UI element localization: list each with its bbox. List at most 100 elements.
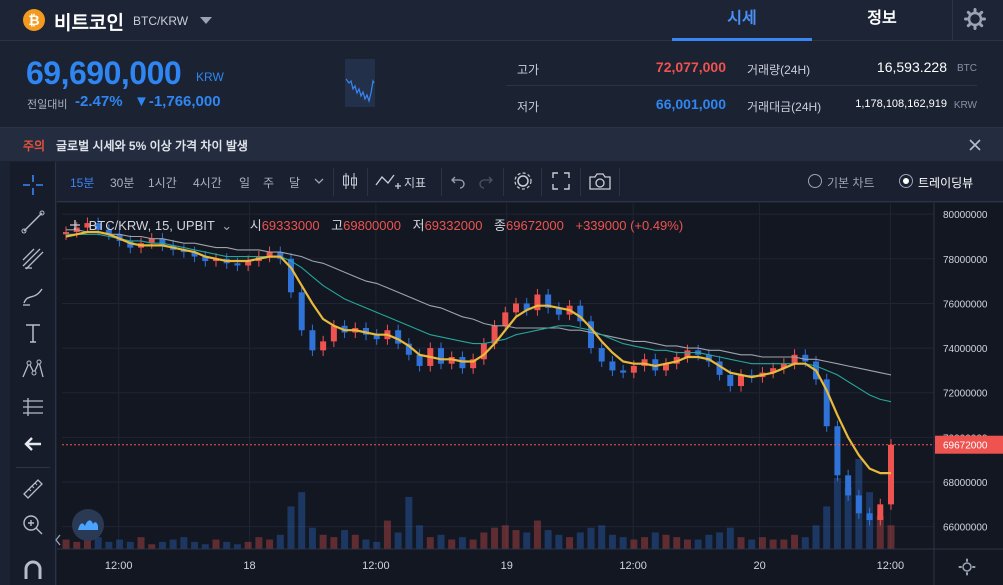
candle-body [877,504,884,520]
volume-bar [116,539,124,549]
text-tool-icon[interactable] [20,320,46,346]
legend-low: 69332000 [424,218,483,233]
candlestick-icon[interactable] [341,171,359,191]
magnet-icon[interactable] [20,555,46,581]
zoom-in-icon[interactable] [20,512,46,538]
tf-30m[interactable]: 30분 [110,176,135,190]
volume-bar [887,525,895,549]
candle-body [823,379,830,427]
current-price: 69,690,000 [26,55,182,91]
tradingview-label[interactable]: 트레이딩뷰 [918,176,974,190]
volume-bar [555,534,563,549]
candle-body [888,444,894,505]
volume-label: 거래량(24H) [747,63,811,77]
y-tick-label: 74000000 [943,344,988,355]
candle-body [802,354,809,362]
pattern-icon[interactable] [20,357,46,383]
legend-high: 69800000 [343,218,401,233]
brush-icon[interactable] [20,283,46,309]
tf-day[interactable]: 일 [239,176,251,190]
trend-line-icon[interactable] [20,209,46,235]
panel-toggle-icon[interactable] [53,533,63,547]
change-percent: -2.47% [75,93,123,110]
tool-divider [16,467,50,468]
notice-tag: 주의 [23,139,46,153]
volume-bar [758,537,766,549]
fib-icon[interactable] [20,246,46,272]
price-chart[interactable]: 80000000 78000000 76000000 74000000 72000000… [55,203,1003,585]
tf-1h[interactable]: 1시간 [148,176,177,190]
tf-month[interactable]: 달 [289,176,301,190]
radio-tradingview[interactable] [899,174,913,188]
volume-bar [533,520,541,549]
volume-bar [480,532,488,549]
candle-body [309,330,316,351]
volume-bar [833,477,841,549]
ma-mid-line [66,233,892,403]
radio-basic-chart[interactable] [808,174,822,188]
close-icon[interactable] [965,135,985,155]
volume-bar [737,537,745,549]
volume-bar [801,537,809,549]
legend-high-label: 고 [331,218,344,233]
toolbar-divider [367,168,368,196]
volume-bar [780,539,788,549]
undo-icon[interactable] [450,173,466,189]
candle-body [277,252,284,259]
redo-icon[interactable] [478,173,494,189]
legend-change: +339000 (+0.49%) [575,218,684,233]
arrow-back-icon[interactable] [20,431,46,457]
volume-bar [351,534,359,549]
stat-row-low: 저가 66,001,000 거래대금(24H) 1,178,108,162,91… [506,87,977,123]
notice-text: 글로벌 시세와 5% 이상 가격 차이 발생 [56,139,248,153]
legend-chevron-icon[interactable]: ⌄ [221,218,233,233]
chart-gear-icon[interactable] [958,558,976,576]
camera-icon[interactable] [588,171,612,191]
basic-chart-label[interactable]: 기본 차트 [827,176,875,190]
indicators-label[interactable]: 지표 [404,176,427,190]
volume-bar [641,537,649,549]
volume-bar [383,520,391,549]
current-price-tag [935,435,1003,454]
candle-body [620,370,627,373]
volume-bar [298,492,306,549]
volume-bar [694,539,702,549]
candle-body [513,303,519,313]
tf-4h[interactable]: 4시간 [193,176,222,190]
volume-bar [769,539,777,549]
volume-bar [876,515,884,549]
volume-bar [83,534,91,549]
volume-bar [330,537,338,549]
collapse-legend-icon[interactable] [69,219,81,231]
tf-week[interactable]: 주 [263,176,275,190]
volume-bar [619,537,627,549]
crosshair-icon[interactable] [20,172,46,198]
candle-body [159,238,166,246]
ruler-icon[interactable] [20,476,46,502]
pair-dropdown-icon[interactable] [200,17,212,24]
tab-price[interactable]: 시세 [672,0,812,41]
candle-body [266,252,273,257]
candle-body [191,252,198,257]
volume-bar [608,534,616,549]
y-tick-label: 78000000 [943,255,988,266]
candle-body [727,374,734,387]
volume-bar [62,539,70,549]
prediction-icon[interactable] [20,394,46,420]
volume-bar [394,532,402,549]
indicators-icon[interactable] [374,171,402,193]
chart-canvas[interactable]: 80000000 78000000 76000000 74000000 72000000… [57,203,1003,585]
fullscreen-icon[interactable] [551,171,571,191]
chevron-down-icon[interactable] [313,175,325,187]
toolbar-divider [441,168,442,196]
volume-bar [233,544,241,549]
chart-legend: BTC/KRW, 15, UPBIT ⌄ 시69333000 고69800000… [69,215,683,234]
settings-button[interactable] [952,0,1003,41]
toolbar-divider [541,168,542,196]
tab-info[interactable]: 정보 [867,10,897,27]
chart-settings-icon[interactable] [512,170,534,192]
candle-body [438,348,444,364]
volume-bar [212,539,220,549]
tf-15m[interactable]: 15분 [70,176,95,190]
ma-fast-line [65,230,891,475]
